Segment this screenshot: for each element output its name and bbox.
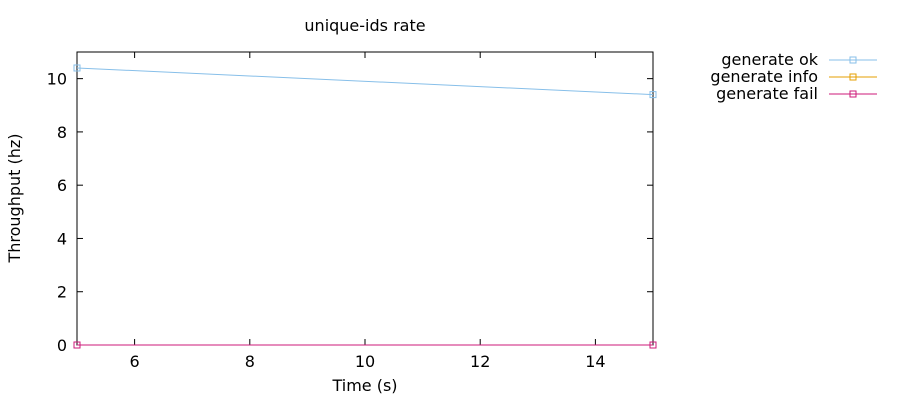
data-point [73,64,81,72]
x-tick-label: 6 [130,352,140,371]
data-point [649,341,657,349]
x-axis: 6 8 10 12 14 [130,52,606,371]
y-axis-label: Throughput (hz) [5,133,24,263]
y-tick-label: 0 [57,336,67,355]
plot-area [76,51,654,346]
legend-marker [849,73,857,81]
y-tick-label: 2 [57,283,67,302]
series-generate-fail [73,341,657,349]
plot-border [76,51,654,346]
data-point [649,91,657,99]
series-line [76,67,654,96]
legend-marker [849,90,857,98]
x-tick-label: 10 [355,352,375,371]
y-tick-label: 10 [47,70,67,89]
series-layer [73,64,657,349]
legend-label: generate fail [716,84,818,103]
x-tick-label: 12 [470,352,490,371]
x-tick-label: 8 [245,352,255,371]
y-tick-label: 4 [57,229,67,248]
y-axis: 0 2 4 6 8 10 [47,70,653,355]
x-tick-label: 14 [585,352,605,371]
y-tick-label: 6 [57,176,67,195]
legend-label: generate ok [721,50,818,69]
data-point [73,341,81,349]
x-axis-label: Time (s) [331,376,397,395]
series-generate-ok [73,64,657,99]
legend-label: generate info [710,67,818,86]
legend-marker [849,56,857,64]
y-tick-label: 8 [57,123,67,142]
chart-title: unique-ids rate [304,16,425,35]
